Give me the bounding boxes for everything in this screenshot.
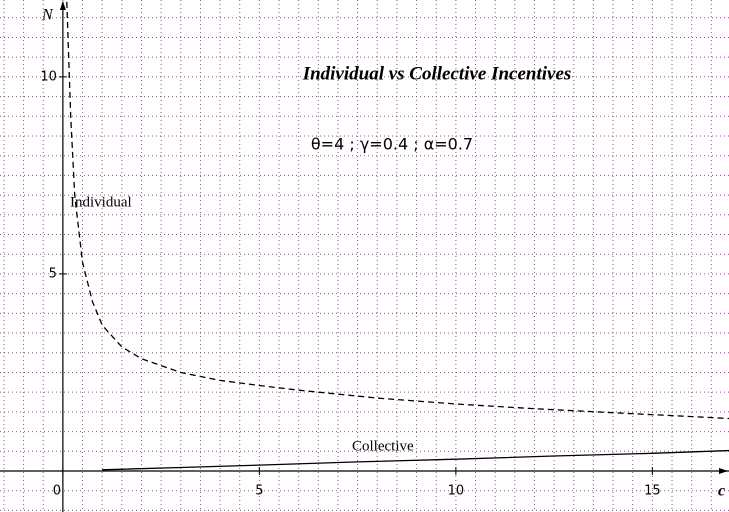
series-line xyxy=(66,1,729,420)
x-tick-label: 0 xyxy=(53,484,61,499)
x-tick-label: 10 xyxy=(448,484,465,499)
y-tick-label: 10 xyxy=(40,69,57,84)
x-tick-label: 15 xyxy=(644,484,661,499)
series-label: Individual xyxy=(70,194,132,210)
y-axis-arrow xyxy=(59,1,66,10)
x-tick-label: 5 xyxy=(255,484,263,499)
series-line xyxy=(102,449,729,471)
x-axis-arrow xyxy=(719,468,728,475)
series-label: Collective xyxy=(352,438,414,454)
chart-subtitle: θ=4 ; γ=0.4 ; α=0.7 xyxy=(311,135,473,154)
y-tick-label: 5 xyxy=(49,266,57,281)
chart-title: Individual vs Collective Incentives xyxy=(302,63,572,84)
x-axis-label: c xyxy=(718,483,725,500)
y-axis-label: N xyxy=(41,7,54,24)
